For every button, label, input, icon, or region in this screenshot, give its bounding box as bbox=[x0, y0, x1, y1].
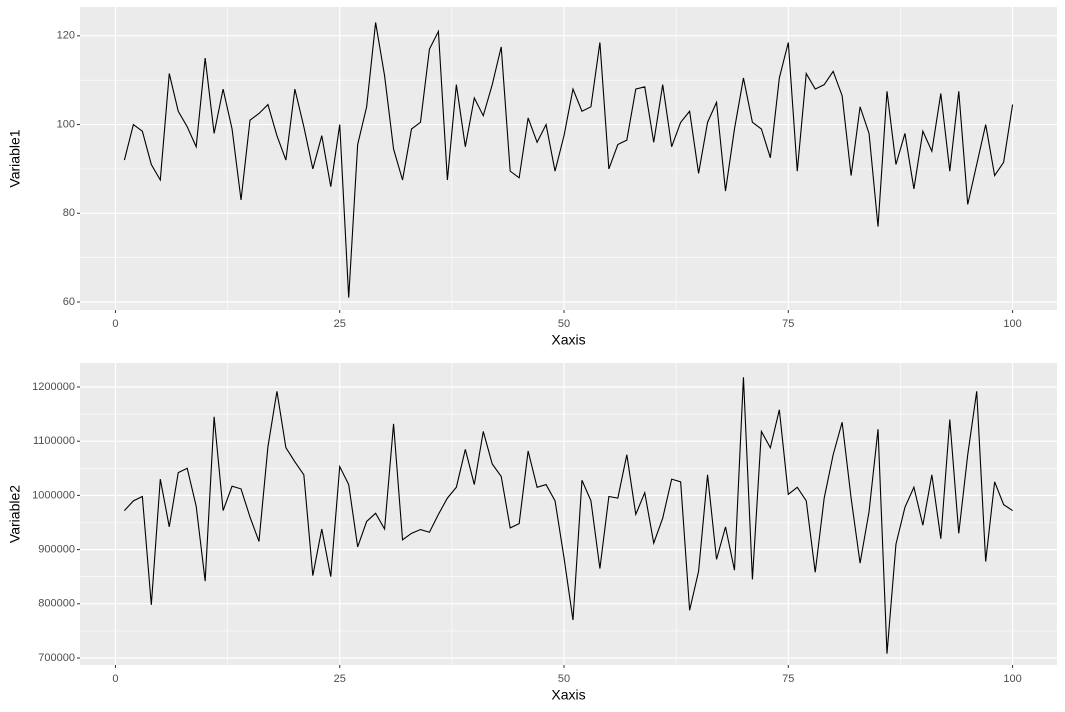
x-tick-label: 50 bbox=[558, 673, 570, 685]
y-tick-label: 800000 bbox=[38, 598, 75, 610]
y-tick-label: 1100000 bbox=[33, 435, 75, 447]
y-tick-label: 1000000 bbox=[32, 489, 75, 501]
x-tick-label: 25 bbox=[334, 318, 346, 330]
plot-panel bbox=[80, 363, 1057, 665]
x-axis-title: Xaxis bbox=[551, 687, 585, 703]
y-tick-label: 100 bbox=[57, 118, 75, 130]
x-tick-label: 100 bbox=[1003, 673, 1021, 685]
y-axis-title: Variable2 bbox=[7, 485, 23, 543]
x-axis-title: Xaxis bbox=[551, 332, 585, 348]
y-tick-label: 1200000 bbox=[32, 381, 75, 393]
y-tick-label: 900000 bbox=[38, 544, 75, 556]
x-tick-label: 75 bbox=[782, 318, 794, 330]
y-tick-label: 700000 bbox=[38, 652, 75, 664]
data-line bbox=[124, 377, 1013, 654]
y-axis-title: Variable1 bbox=[7, 129, 23, 187]
y-tick-label: 120 bbox=[57, 30, 75, 42]
x-tick-label: 50 bbox=[558, 318, 570, 330]
x-tick-label: 75 bbox=[782, 673, 794, 685]
y-tick-label: 80 bbox=[63, 207, 75, 219]
y-tick-label: 60 bbox=[63, 296, 75, 308]
x-tick-label: 0 bbox=[112, 318, 118, 330]
x-tick-label: 100 bbox=[1003, 318, 1021, 330]
x-tick-label: 25 bbox=[334, 673, 346, 685]
plot-panel bbox=[80, 7, 1057, 310]
data-line bbox=[123, 22, 1014, 298]
x-tick-label: 0 bbox=[112, 673, 118, 685]
